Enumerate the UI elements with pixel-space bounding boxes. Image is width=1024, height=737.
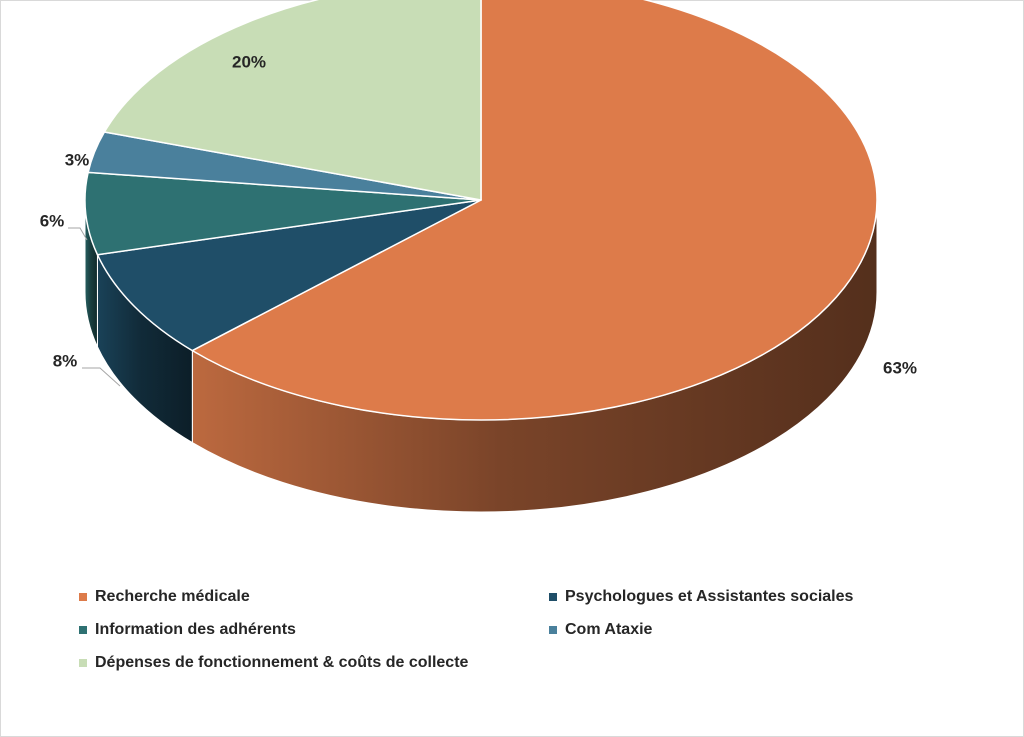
data-label-recherche-medicale: 63% <box>883 358 917 377</box>
pie-slice-psychologues <box>96 199 482 352</box>
data-label-information-adherents: 6% <box>40 211 65 230</box>
data-label-com-ataxie: 3% <box>65 150 90 169</box>
data-label-psychologues: 8% <box>53 351 78 370</box>
pie-slice-depenses-fonctionnement <box>103 0 482 201</box>
data-label-depenses-fonctionnement: 20% <box>232 52 266 71</box>
leader-line-information-adherents <box>68 227 88 241</box>
leader-line-psychologues <box>82 367 121 387</box>
pie-slice-recherche-medicale <box>191 0 878 421</box>
pie-slice-information-adherents <box>84 171 482 256</box>
